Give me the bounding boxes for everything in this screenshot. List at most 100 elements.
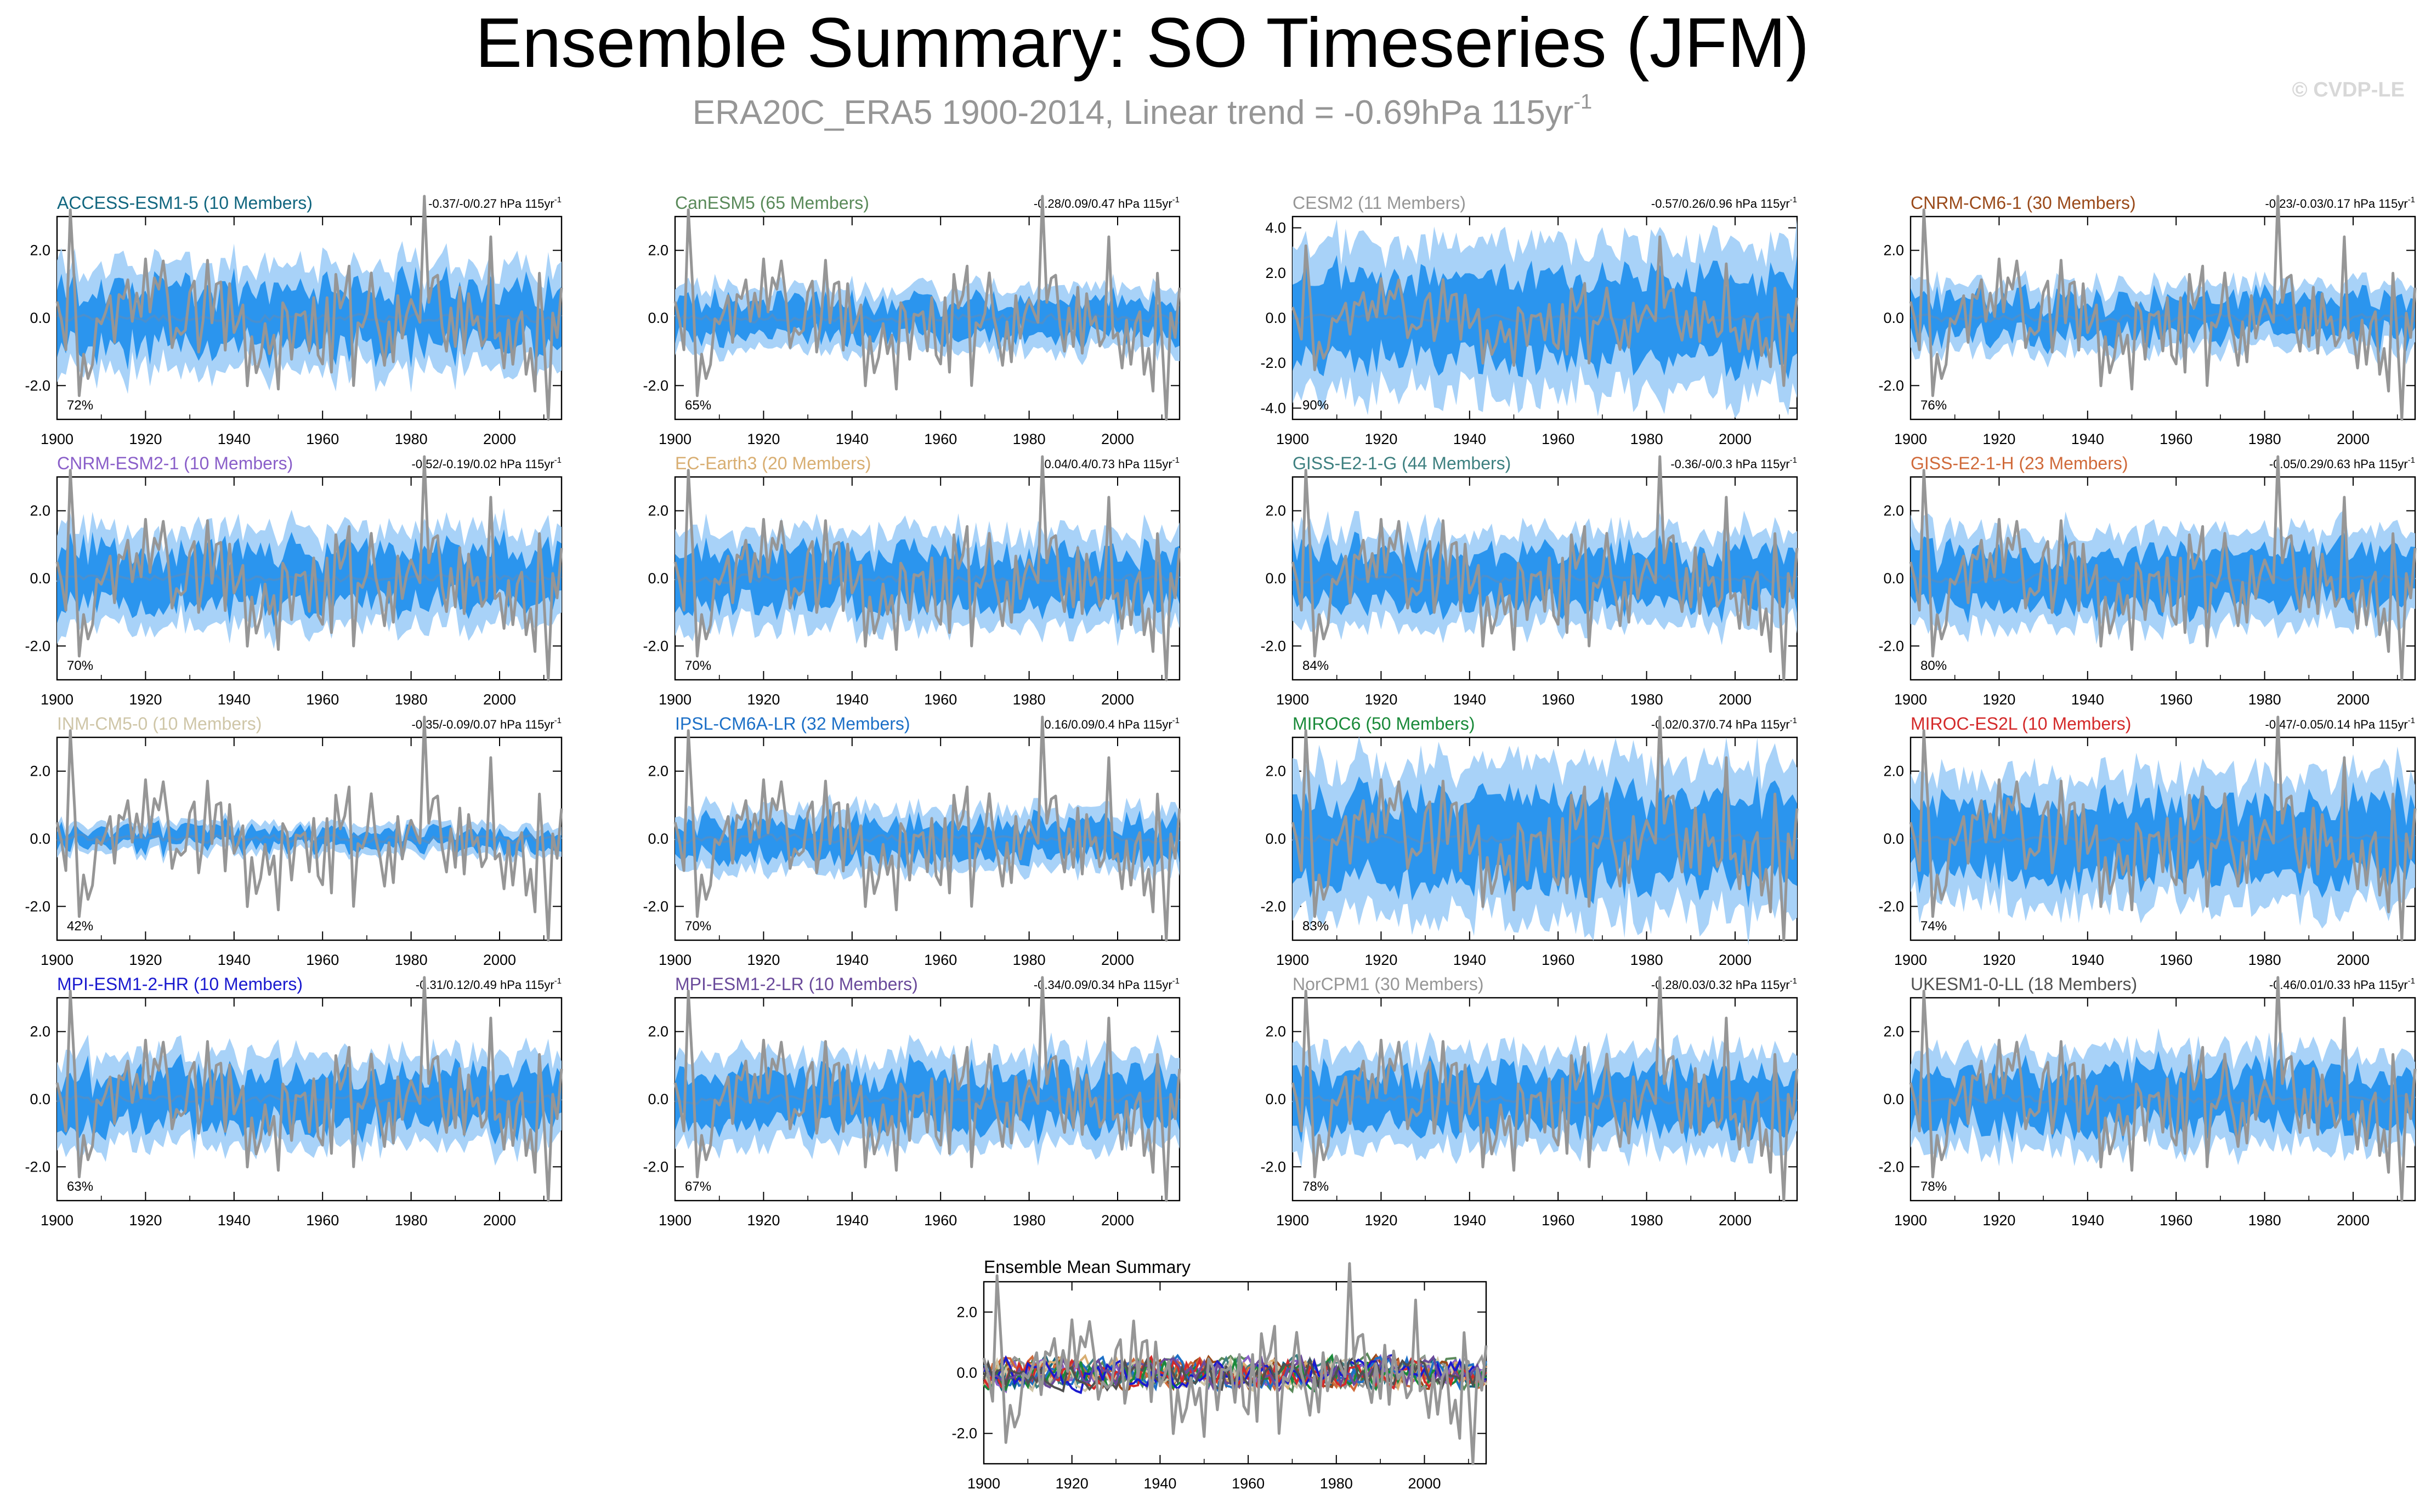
panel-trend-text: -0.46/0.01/0.33 hPa 115yr	[2269, 978, 2408, 992]
panel-trend-text: -0.05/0.29/0.63 hPa 115yr	[2269, 457, 2408, 471]
observed-line	[673, 195, 1181, 421]
observed-line	[1291, 976, 1799, 1202]
panel-xtick-label: 1960	[306, 431, 339, 447]
panel-xtick-label: 1960	[306, 952, 339, 968]
panel-ytick-label: 0.0	[1883, 1091, 1904, 1107]
panel-xtick-label: 1980	[1013, 952, 1046, 968]
panel-xtick-label: 1900	[1276, 691, 1309, 708]
panel-ytick-label: -2.0	[1260, 898, 1286, 914]
panel-xtick-label: 1900	[1894, 1212, 1927, 1229]
panel-ytick-label: 0.0	[1265, 570, 1286, 587]
panel-trend-text: -0.57/0.26/0.96 hPa 115yr	[1651, 197, 1790, 211]
ensemble-iqr-band	[57, 265, 562, 370]
summary-xtick-label: 1980	[1320, 1475, 1353, 1492]
observed-line	[673, 455, 1181, 681]
panel-xtick-label: 2000	[1719, 1212, 1752, 1229]
panel-xtick-label: 1940	[218, 952, 251, 968]
panel-xtick-label: 1980	[395, 691, 428, 708]
ensemble-iqr-band	[1911, 1050, 2415, 1144]
ensemble-iqr-band	[1293, 1055, 1797, 1144]
panel-trend-label: -0.52/-0.19/0.02 hPa 115yr-1	[412, 456, 562, 471]
panel-ytick-label: -2.0	[1260, 1158, 1286, 1175]
summary-xtick-label: 2000	[1408, 1475, 1441, 1492]
panel-percent-label: 72%	[67, 398, 93, 413]
panel-xtick-label: 2000	[1101, 691, 1134, 708]
panel-xtick-label: 1900	[659, 952, 692, 968]
panel-xtick-label: 1960	[306, 1212, 339, 1229]
panel-xtick-label: 1980	[1013, 1212, 1046, 1229]
panel-ytick-label: 0.0	[30, 310, 50, 326]
panel-title: UKESM1-0-LL (18 Members)	[1911, 974, 2137, 994]
panel-trend-superscript: -1	[1172, 716, 1180, 725]
panel-xtick-label: 1980	[2248, 952, 2281, 968]
panel-xtick-label: 1900	[41, 691, 73, 708]
panel-xtick-label: 1940	[836, 952, 869, 968]
panel-ytick-label: 2.0	[648, 503, 668, 519]
panel-percent-label: 84%	[1302, 658, 1329, 673]
panel-ytick-label: 0.0	[648, 831, 668, 847]
model-panel: 1900 1920 1940 1960 1980 2000 2.0 0.0 -2.0 MPI-ES…	[25, 974, 563, 1229]
panel-ytick-label: 0.0	[1883, 570, 1904, 587]
panel-ytick-label: 0.0	[1265, 310, 1286, 326]
panel-percent-label: 83%	[1302, 919, 1329, 934]
ensemble-mean-summary-panel: Ensemble Mean Summary 1900 1920 1940 1960 198…	[951, 1257, 1488, 1492]
panel-ytick-label: 2.0	[1883, 242, 1904, 259]
panel-ytick-label: -2.0	[25, 898, 50, 914]
panel-ytick-label: -2.0	[643, 638, 668, 654]
panel-ytick-label: 0.0	[648, 310, 668, 326]
panel-trend-superscript: -1	[1172, 976, 1180, 986]
panel-trend-superscript: -1	[554, 976, 562, 986]
panel-trend-label: -0.28/0.03/0.32 hPa 115yr-1	[1651, 976, 1797, 992]
panel-xtick-label: 1980	[1630, 1212, 1663, 1229]
model-panel: 1900 1920 1940 1960 1980 2000 2.0 0.0 -2.0 MPI-ES…	[643, 974, 1181, 1229]
panel-ytick-label: 2.0	[30, 763, 50, 780]
panel-trend-label: -0.37/-0/0.27 hPa 115yr-1	[428, 195, 562, 211]
panel-trend-label: -0.05/0.29/0.63 hPa 115yr-1	[2269, 456, 2415, 471]
panel-xtick-label: 1940	[1453, 1212, 1486, 1229]
panel-ytick-label: 2.0	[1883, 1024, 1904, 1040]
panel-trend-superscript: -1	[554, 195, 562, 204]
panel-xtick-label: 2000	[483, 431, 516, 447]
panel-xtick-label: 1960	[1542, 691, 1574, 708]
panel-trend-text: -0.47/-0.05/0.14 hPa 115yr	[2265, 718, 2408, 731]
panel-trend-superscript: -1	[554, 456, 562, 465]
observed-line	[55, 715, 563, 942]
observed-line	[1909, 455, 2417, 681]
panel-xtick-label: 2000	[1101, 431, 1134, 447]
panel-title: CanESM5 (65 Members)	[675, 193, 869, 213]
figure-title: Ensemble Summary: SO Timeseries (JFM)	[475, 4, 1809, 82]
panel-xtick-label: 1980	[2248, 431, 2281, 447]
panel-percent-label: 78%	[1302, 1179, 1329, 1194]
panel-trend-text: -0.36/-0/0.3 hPa 115yr	[1670, 457, 1789, 471]
panel-ytick-label: -2.0	[1878, 377, 1904, 394]
ensemble-iqr-band	[57, 529, 562, 628]
panel-ytick-label: 0.0	[30, 570, 50, 587]
panel-trend-text: -0.37/-0/0.27 hPa 115yr	[428, 197, 554, 211]
panel-xtick-label: 2000	[483, 691, 516, 708]
panel-xtick-label: 1940	[1453, 952, 1486, 968]
panel-ytick-label: 2.0	[1265, 265, 1286, 281]
model-panel: 1900 1920 1940 1960 1980 2000 2.0 0.0 -2.0 INM-CM…	[25, 714, 563, 968]
panel-xtick-label: 1960	[924, 431, 957, 447]
panel-xtick-label: 1940	[836, 691, 869, 708]
summary-model-mean-line	[983, 1354, 1487, 1394]
panel-xtick-label: 1960	[1542, 431, 1574, 447]
summary-xtick-label: 1960	[1232, 1475, 1265, 1492]
panel-trend-superscript: -1	[1790, 195, 1797, 204]
panel-xtick-label: 1960	[2160, 1212, 2192, 1229]
panel-trend-superscript: -1	[1790, 456, 1797, 465]
panel-xtick-label: 2000	[1719, 431, 1752, 447]
observed-line	[1291, 235, 1799, 387]
panel-xtick-label: 1900	[659, 431, 692, 447]
panel-ytick-label: 2.0	[30, 503, 50, 519]
panel-ytick-label: 2.0	[1265, 503, 1286, 519]
model-panel: 1900 1920 1940 1960 1980 2000 2.0 0.0 -2.0 NorCPM…	[1260, 974, 1799, 1229]
panel-ytick-label: 0.0	[1883, 831, 1904, 847]
model-panel: 1900 1920 1940 1960 1980 2000 4.0 2.0 0.0 -2.0 -4.…	[1260, 193, 1799, 447]
panel-percent-label: 42%	[67, 919, 93, 934]
panel-xtick-label: 1960	[924, 691, 957, 708]
panel-percent-label: 70%	[685, 658, 711, 673]
panel-xtick-label: 1920	[129, 952, 162, 968]
panel-trend-label: -0.23/-0.03/0.17 hPa 115yr-1	[2265, 195, 2415, 211]
